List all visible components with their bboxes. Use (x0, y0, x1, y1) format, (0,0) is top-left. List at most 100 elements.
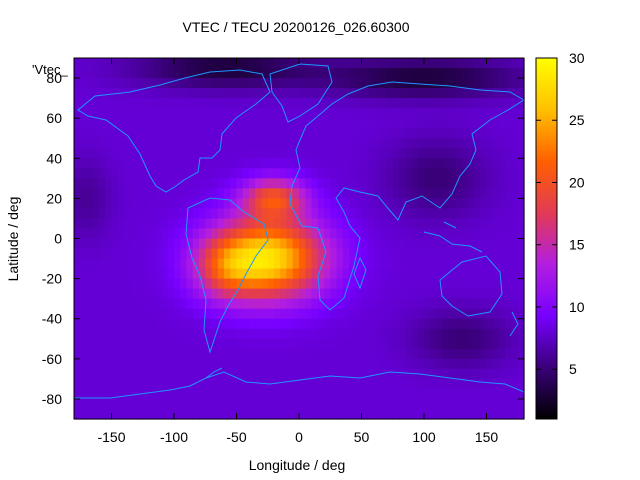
heatmap-cell (230, 228, 238, 240)
heatmap-cell (367, 238, 375, 250)
heatmap-cell (436, 168, 444, 179)
heatmap-cell (486, 268, 494, 280)
heatmap-cell (517, 348, 525, 360)
heatmap-cell (274, 288, 281, 300)
heatmap-cell (80, 348, 88, 360)
heatmap-cell (361, 388, 369, 400)
heatmap-cell (136, 298, 144, 310)
heatmap-cell (430, 88, 438, 99)
heatmap-cell (374, 298, 381, 310)
heatmap-cell (261, 98, 269, 109)
heatmap-cell (430, 138, 438, 149)
heatmap-cell (461, 318, 469, 330)
heatmap-cell (461, 388, 469, 400)
heatmap-cell (217, 148, 225, 159)
heatmap-cell (124, 408, 131, 420)
heatmap-cell (130, 78, 138, 89)
heatmap-cell (99, 228, 106, 240)
heatmap-cell (236, 88, 244, 99)
heatmap-cell (474, 218, 481, 230)
heatmap-cell (161, 148, 169, 159)
heatmap-cell (130, 398, 138, 410)
heatmap-cell (286, 328, 294, 340)
heatmap-cell (92, 358, 100, 370)
heatmap-cell (249, 268, 256, 280)
heatmap-cell (342, 388, 350, 400)
heatmap-cell (486, 388, 494, 400)
heatmap-cell (380, 408, 388, 420)
heatmap-cell (330, 378, 338, 390)
heatmap-cell (217, 348, 225, 360)
heatmap-cell (286, 128, 294, 139)
heatmap-cell (124, 198, 131, 210)
heatmap-cell (361, 188, 369, 199)
heatmap-cell (149, 318, 156, 330)
heatmap-cell (380, 108, 388, 119)
heatmap-cell (411, 178, 419, 189)
heatmap-cell (392, 88, 400, 99)
heatmap-cell (186, 238, 194, 250)
heatmap-cell (442, 158, 450, 169)
heatmap-cell (305, 168, 313, 179)
heatmap-cell (436, 158, 444, 169)
heatmap-cell (174, 268, 181, 280)
heatmap-cell (149, 178, 156, 189)
heatmap-cell (424, 208, 431, 220)
heatmap-cell (155, 58, 163, 69)
heatmap-cell (330, 358, 338, 370)
heatmap-cell (274, 198, 281, 210)
heatmap-cell (386, 248, 394, 260)
heatmap-cell (349, 208, 356, 220)
heatmap-cell (230, 68, 238, 79)
heatmap-cell (386, 268, 394, 280)
heatmap-cell (99, 318, 106, 330)
heatmap-cell (374, 358, 381, 370)
heatmap-cell (286, 398, 294, 410)
heatmap-cell (467, 168, 475, 179)
heatmap-cell (424, 218, 431, 230)
heatmap-cell (192, 128, 200, 139)
heatmap-cell (430, 268, 438, 280)
heatmap-cell (155, 348, 163, 360)
heatmap-cell (505, 278, 513, 290)
heatmap-cell (380, 278, 388, 290)
heatmap-cell (199, 128, 206, 139)
heatmap-cell (136, 168, 144, 179)
heatmap-cell (442, 268, 450, 280)
heatmap-cell (492, 398, 500, 410)
heatmap-cell (299, 168, 306, 179)
heatmap-cell (155, 318, 163, 330)
heatmap-cell (99, 368, 106, 380)
heatmap-cell (467, 198, 475, 210)
heatmap-cell (149, 288, 156, 300)
heatmap-cell (399, 178, 406, 189)
heatmap-cell (405, 118, 413, 129)
heatmap-cell (267, 338, 275, 350)
heatmap-cell (242, 258, 250, 270)
heatmap-cell (274, 78, 281, 89)
heatmap-cell (174, 278, 181, 290)
heatmap-cell (324, 78, 331, 89)
heatmap-cell (305, 138, 313, 149)
heatmap-cell (299, 78, 306, 89)
heatmap-cell (392, 368, 400, 380)
heatmap-cell (267, 188, 275, 199)
heatmap-cell (442, 108, 450, 119)
heatmap-cell (417, 248, 425, 260)
heatmap-cell (349, 108, 356, 119)
heatmap-cell (180, 218, 188, 230)
heatmap-cell (174, 258, 181, 270)
heatmap-cell (80, 398, 88, 410)
heatmap-cell (355, 98, 363, 109)
heatmap-cell (155, 108, 163, 119)
heatmap-cell (224, 398, 231, 410)
heatmap-cell (224, 358, 231, 370)
heatmap-cell (292, 188, 300, 199)
heatmap-cell (111, 138, 119, 149)
heatmap-cell (486, 208, 494, 220)
heatmap-cell (355, 328, 363, 340)
heatmap-cell (111, 238, 119, 250)
heatmap-cell (205, 108, 213, 119)
heatmap-cell (105, 158, 113, 169)
heatmap-cell (92, 408, 100, 420)
